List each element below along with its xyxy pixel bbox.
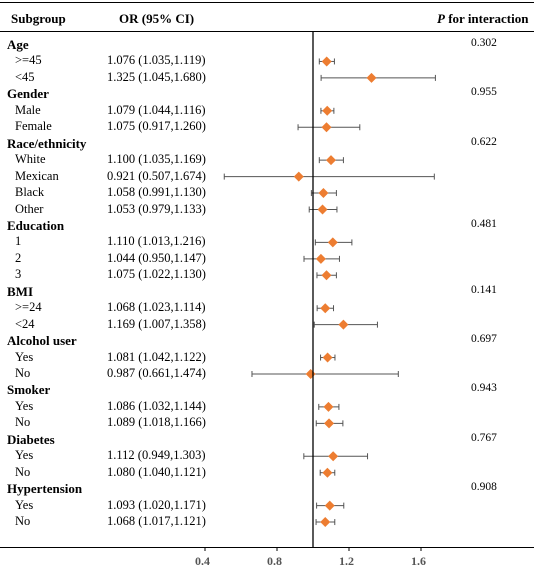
or-point-marker xyxy=(320,517,331,528)
or-ci-text: 1.044 (0.950,1.147) xyxy=(107,250,206,265)
or-ci-text: 1.053 (0.979,1.133) xyxy=(107,201,206,216)
subgroup-label: No xyxy=(15,415,31,430)
header-p-suffix: for interaction xyxy=(444,11,529,26)
subgroup-label: Yes xyxy=(15,448,34,463)
or-point-marker xyxy=(338,319,349,330)
subgroup-label: <24 xyxy=(15,316,35,331)
or-ci-text: 1.089 (1.018,1.166) xyxy=(107,415,206,430)
subgroup-label: No xyxy=(15,514,31,529)
or-ci-text: 1.086 (1.032,1.144) xyxy=(107,398,206,413)
p-interaction-value: 0.943 xyxy=(471,382,497,395)
or-point-marker xyxy=(327,237,338,248)
or-point-marker xyxy=(366,72,377,83)
or-ci-text: 1.169 (1.007,1.358) xyxy=(107,316,206,331)
subgroup-label: Male xyxy=(15,102,41,117)
or-point-marker xyxy=(322,105,333,116)
or-ci-text: 1.081 (1.042,1.122) xyxy=(107,349,206,364)
x-tick-label: 1.6 xyxy=(411,554,426,568)
or-point-marker xyxy=(321,56,332,67)
header-bottom-rule xyxy=(0,31,534,32)
subgroup-label: Yes xyxy=(15,349,34,364)
group-label: Diabetes xyxy=(7,431,55,447)
subgroup-label: >=24 xyxy=(15,300,42,315)
subgroup-label: 3 xyxy=(15,267,22,282)
or-point-marker xyxy=(305,369,316,379)
or-point-marker xyxy=(323,401,334,412)
or-point-marker xyxy=(321,122,332,133)
or-ci-text: 1.075 (0.917,1.260) xyxy=(107,119,206,134)
group-label: Race/ethnicity xyxy=(7,135,87,151)
subgroup-label: White xyxy=(15,152,46,167)
or-ci-text: 1.100 (1.035,1.169) xyxy=(107,152,206,167)
footer-rule xyxy=(0,547,534,548)
or-ci-text: 0.921 (0.507,1.674) xyxy=(107,168,206,183)
subgroup-label: Female xyxy=(15,119,52,134)
subgroup-label: Yes xyxy=(15,398,34,413)
subgroup-label: No xyxy=(15,464,31,479)
or-point-marker xyxy=(321,270,332,281)
p-interaction-value: 0.955 xyxy=(471,86,497,99)
or-ci-text: 1.080 (1.040,1.121) xyxy=(107,464,206,479)
group-label: Age xyxy=(7,37,29,52)
or-ci-text: 1.110 (1.013,1.216) xyxy=(107,234,206,249)
or-point-marker xyxy=(324,418,335,429)
subgroup-label: Other xyxy=(15,201,44,216)
or-ci-text: 1.076 (1.035,1.119) xyxy=(107,53,206,68)
subgroup-label: 2 xyxy=(15,250,22,265)
or-ci-text: 1.068 (1.023,1.114) xyxy=(107,300,206,315)
or-point-marker xyxy=(317,204,328,215)
group-label: Gender xyxy=(7,86,49,102)
subgroup-label: >=45 xyxy=(15,53,42,68)
subgroup-label: Black xyxy=(15,185,45,200)
or-point-marker xyxy=(324,500,335,511)
header-p-letter: P xyxy=(437,11,445,26)
or-ci-text: 1.093 (1.020,1.171) xyxy=(107,497,206,512)
p-interaction-value: 0.767 xyxy=(471,431,497,444)
or-ci-text: 1.112 (0.949,1.303) xyxy=(107,448,206,463)
group-label: Alcohol user xyxy=(7,333,77,349)
or-ci-text: 0.987 (0.661,1.474) xyxy=(107,366,206,380)
subgroup-label: <45 xyxy=(15,69,35,84)
subgroup-label: Mexican xyxy=(15,168,59,183)
subgroup-label: No xyxy=(15,366,31,380)
or-point-marker xyxy=(322,352,333,363)
p-interaction-value: 0.908 xyxy=(471,481,497,494)
header-subgroup: Subgroup xyxy=(11,11,66,26)
or-point-marker xyxy=(318,188,329,199)
p-interaction-value: 0.141 xyxy=(471,283,497,296)
or-ci-text: 1.075 (1.022,1.130) xyxy=(107,267,206,282)
or-ci-text: 1.058 (0.991,1.130) xyxy=(107,185,206,200)
or-ci-text: 1.079 (1.044,1.116) xyxy=(107,102,206,117)
header-p-interaction: P for interaction xyxy=(437,12,528,25)
or-ci-text: 1.325 (1.045,1.680) xyxy=(107,69,206,84)
or-point-marker xyxy=(293,171,304,182)
header-or-ci: OR (95% CI) xyxy=(119,11,195,26)
group-label: BMI xyxy=(7,283,33,299)
header-top-rule xyxy=(0,2,534,3)
x-tick-label: 0.4 xyxy=(195,554,210,568)
subgroup-label: 1 xyxy=(15,234,22,249)
group-label: Smoker xyxy=(7,382,51,398)
p-interaction-value: 0.481 xyxy=(471,217,497,230)
x-tick-label: 0.8 xyxy=(267,554,282,568)
or-point-marker xyxy=(326,155,336,166)
or-point-marker xyxy=(320,303,331,314)
x-tick-label: 1.2 xyxy=(339,554,354,568)
subgroup-label: Yes xyxy=(15,497,34,512)
group-label: Education xyxy=(7,217,65,233)
p-interaction-value: 0.302 xyxy=(471,37,497,49)
or-point-marker xyxy=(315,253,326,264)
or-point-marker xyxy=(328,451,339,462)
or-point-marker xyxy=(322,467,333,478)
p-interaction-value: 0.697 xyxy=(471,333,497,346)
p-interaction-value: 0.622 xyxy=(471,135,497,148)
or-ci-text: 1.068 (1.017,1.121) xyxy=(107,514,206,529)
group-label: Hypertension xyxy=(7,481,83,497)
